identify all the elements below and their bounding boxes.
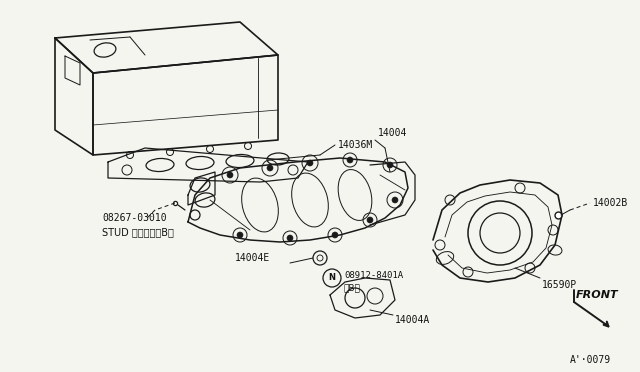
Text: 14036M: 14036M <box>338 140 373 150</box>
Circle shape <box>392 197 398 203</box>
Circle shape <box>267 165 273 171</box>
Text: 16590P: 16590P <box>542 280 577 290</box>
Circle shape <box>307 160 313 166</box>
Circle shape <box>347 157 353 163</box>
Text: 08267-03010: 08267-03010 <box>102 213 166 223</box>
Text: 08912-8401A: 08912-8401A <box>344 270 403 279</box>
Text: STUD スタッド（B）: STUD スタッド（B） <box>102 227 174 237</box>
Text: FRONT: FRONT <box>576 290 619 300</box>
Circle shape <box>387 162 393 168</box>
Text: N: N <box>328 273 335 282</box>
Text: 14002B: 14002B <box>593 198 628 208</box>
Text: A'·0079: A'·0079 <box>570 355 611 365</box>
Circle shape <box>367 217 373 223</box>
Text: 14004: 14004 <box>378 128 408 138</box>
Text: （B）: （B） <box>344 283 361 292</box>
Circle shape <box>237 232 243 238</box>
Circle shape <box>332 232 338 238</box>
Circle shape <box>287 235 293 241</box>
Text: 14004E: 14004E <box>235 253 270 263</box>
Circle shape <box>227 172 233 178</box>
Text: 14004A: 14004A <box>395 315 430 325</box>
